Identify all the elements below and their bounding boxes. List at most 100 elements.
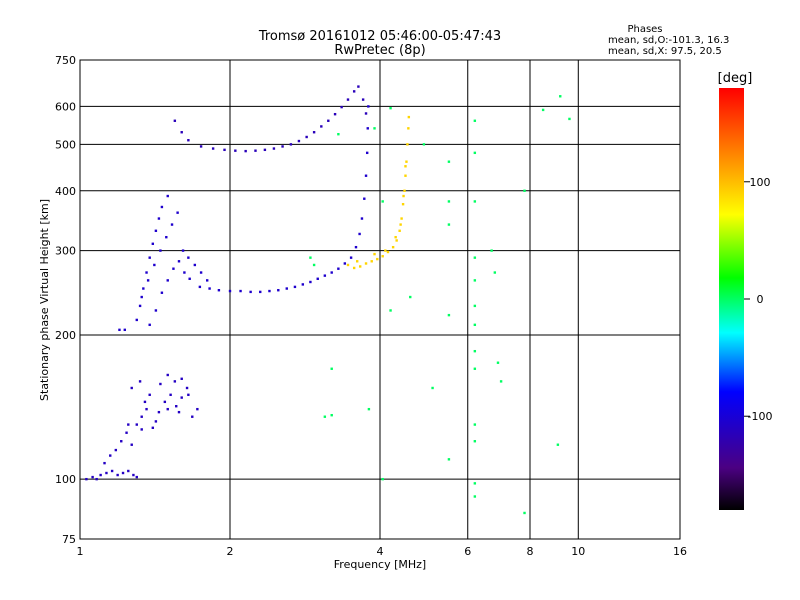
y-tick-label: 75 <box>62 533 76 546</box>
colorbar-tick-label: 100 <box>750 176 771 189</box>
data-point <box>193 263 197 267</box>
data-point <box>239 289 242 293</box>
data-point <box>370 260 373 263</box>
data-point <box>228 289 232 293</box>
data-point <box>422 143 426 146</box>
data-point <box>447 160 451 163</box>
data-point <box>346 263 350 267</box>
data-point <box>496 361 500 364</box>
data-point <box>373 127 376 130</box>
data-point <box>357 85 360 88</box>
data-point <box>367 105 370 108</box>
data-point <box>365 151 369 155</box>
data-point <box>568 117 571 121</box>
data-point <box>556 443 560 446</box>
data-point <box>157 410 161 414</box>
stats-o-line: mean, sd,O:-101.3, 16.3 <box>608 35 729 46</box>
data-point <box>404 174 407 177</box>
data-point <box>405 160 408 163</box>
data-point <box>358 232 361 236</box>
data-point <box>95 477 98 481</box>
data-point <box>333 112 337 116</box>
data-point <box>199 271 203 274</box>
data-point <box>316 277 319 280</box>
data-point <box>166 407 169 411</box>
data-point <box>205 279 209 282</box>
data-point <box>138 304 142 308</box>
data-point <box>127 423 130 426</box>
data-point <box>376 257 379 261</box>
x-tick-label: 16 <box>673 545 687 558</box>
data-point <box>473 304 477 308</box>
y-tick-label: 600 <box>55 100 76 113</box>
data-point <box>173 380 177 383</box>
colorbar-label: [deg] <box>718 71 753 86</box>
data-point <box>268 289 271 293</box>
data-points <box>85 85 571 515</box>
data-point <box>140 415 143 418</box>
data-point <box>447 223 451 226</box>
data-point <box>160 291 164 294</box>
data-point <box>364 112 368 115</box>
data-point <box>352 90 356 93</box>
data-point <box>135 423 138 426</box>
data-point <box>367 407 371 411</box>
data-point <box>148 393 151 397</box>
data-point <box>312 131 316 134</box>
data-point <box>187 139 190 142</box>
x-tick-label: 1 <box>77 545 84 558</box>
data-point <box>360 217 364 220</box>
data-point <box>473 367 477 370</box>
x-tick-label: 10 <box>571 545 585 558</box>
data-point <box>559 95 562 98</box>
data-point <box>330 367 333 370</box>
data-point <box>473 279 477 282</box>
data-point <box>121 471 125 475</box>
data-point <box>191 415 194 418</box>
data-point <box>389 309 392 312</box>
data-point <box>91 475 94 479</box>
data-point <box>409 295 412 299</box>
y-tick-label: 200 <box>55 329 76 342</box>
data-point <box>244 149 247 153</box>
data-point <box>125 431 128 434</box>
data-point <box>401 202 405 206</box>
chart-subtitle: RwPretec (8p) <box>334 43 425 58</box>
data-point <box>358 265 362 268</box>
data-point <box>473 323 477 327</box>
data-point <box>337 267 340 270</box>
data-point <box>154 229 158 232</box>
data-point <box>223 148 226 152</box>
x-tick-label: 4 <box>377 545 384 558</box>
data-point <box>523 511 526 515</box>
colorbar-tick-label: 0 <box>757 293 764 306</box>
data-point <box>138 380 142 383</box>
data-point <box>151 242 155 245</box>
data-point <box>361 98 365 101</box>
data-point <box>165 235 168 239</box>
data-point <box>473 151 477 155</box>
data-point <box>199 145 203 148</box>
data-point <box>523 189 526 192</box>
data-point <box>146 279 150 282</box>
data-point <box>130 386 133 390</box>
data-point <box>473 349 477 353</box>
y-axis-label: Stationary phase Virtual Height [km] <box>38 199 51 401</box>
data-point <box>110 469 114 473</box>
data-point <box>180 131 183 134</box>
x-axis-ticks: 1 2 4 6 8 10 16 <box>77 545 688 558</box>
data-point <box>381 200 384 203</box>
data-point <box>85 477 88 481</box>
data-point <box>166 194 169 198</box>
data-point <box>148 323 151 327</box>
data-point <box>105 471 108 475</box>
data-point <box>217 289 221 292</box>
data-point <box>355 260 359 263</box>
data-point <box>169 393 172 397</box>
x-tick-label: 6 <box>464 545 471 558</box>
data-point <box>473 482 477 485</box>
data-point <box>406 143 409 146</box>
data-point <box>395 239 398 242</box>
data-point <box>263 148 267 152</box>
data-point <box>402 194 405 198</box>
